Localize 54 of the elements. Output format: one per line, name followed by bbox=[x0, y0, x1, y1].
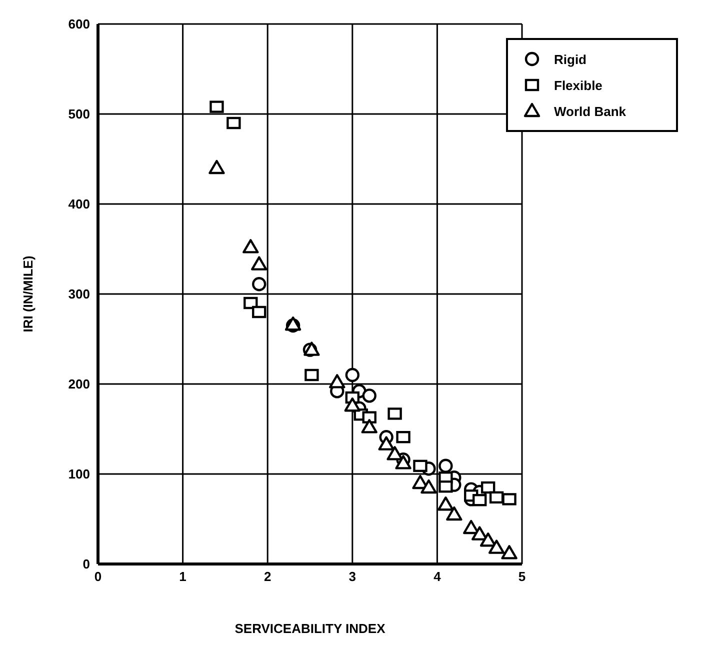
point bbox=[488, 540, 505, 554]
point bbox=[501, 545, 518, 560]
point bbox=[378, 436, 394, 450]
point bbox=[438, 480, 453, 493]
point bbox=[420, 479, 437, 494]
point bbox=[362, 411, 376, 424]
point bbox=[446, 506, 462, 521]
legend-label: World Bank bbox=[554, 104, 626, 118]
point bbox=[438, 496, 454, 511]
legend-label: Rigid bbox=[554, 52, 586, 66]
legend-label: Flexible bbox=[554, 78, 602, 92]
x-axis-title: SERVICEABILITY INDEX bbox=[234, 621, 386, 636]
x-tick-label: 5 bbox=[518, 569, 526, 584]
point bbox=[304, 368, 319, 382]
point bbox=[252, 306, 266, 318]
point bbox=[361, 419, 378, 434]
point bbox=[226, 116, 241, 130]
point bbox=[480, 532, 496, 547]
point bbox=[480, 481, 496, 494]
point bbox=[251, 256, 268, 270]
point bbox=[344, 398, 360, 412]
point bbox=[438, 458, 453, 473]
x-tick-label: 0 bbox=[94, 569, 102, 584]
y-tick-label: 200 bbox=[68, 376, 90, 392]
y-tick-label: 0 bbox=[82, 556, 90, 572]
y-tick-label: 100 bbox=[68, 466, 90, 482]
x-tick-label: 2 bbox=[264, 569, 272, 584]
point bbox=[395, 455, 412, 470]
y-tick-label: 500 bbox=[68, 106, 90, 122]
point bbox=[396, 431, 410, 444]
y-axis-title: IRI (IN/MILE) bbox=[20, 256, 36, 332]
point bbox=[413, 460, 428, 472]
x-tick-label: 1 bbox=[179, 569, 186, 584]
point bbox=[208, 160, 225, 174]
point bbox=[386, 446, 403, 460]
point bbox=[304, 342, 320, 356]
point bbox=[244, 296, 258, 310]
y-tick-label: 400 bbox=[68, 196, 90, 212]
point bbox=[489, 491, 504, 504]
point bbox=[329, 374, 346, 388]
point bbox=[502, 493, 516, 506]
point bbox=[362, 388, 376, 403]
point bbox=[472, 494, 487, 506]
y-tick-label: 300 bbox=[68, 286, 90, 302]
x-tick-label: 3 bbox=[348, 569, 356, 584]
point bbox=[388, 408, 402, 420]
y-tick-label: 600 bbox=[68, 16, 90, 32]
point bbox=[345, 368, 360, 382]
point bbox=[210, 100, 224, 113]
point bbox=[252, 277, 266, 292]
point bbox=[242, 239, 259, 254]
point bbox=[463, 520, 480, 534]
x-tick-label: 4 bbox=[434, 569, 442, 584]
point bbox=[472, 526, 488, 540]
